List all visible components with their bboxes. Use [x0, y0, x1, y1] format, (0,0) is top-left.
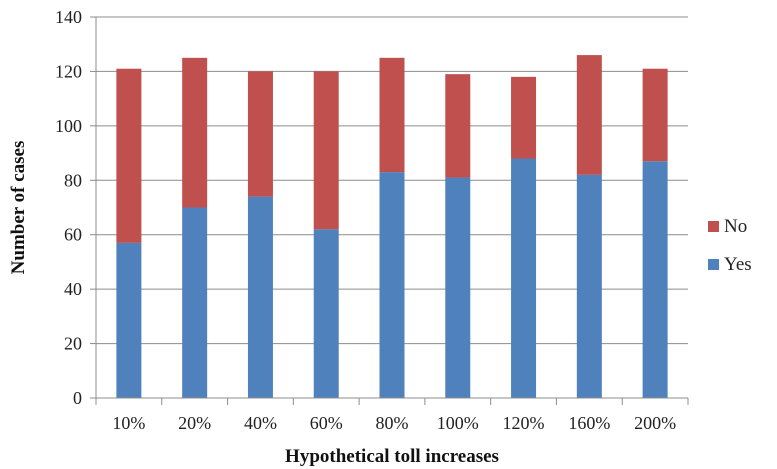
x-axis-title: Hypothetical toll increases — [285, 446, 499, 467]
x-tick-label-120pct: 120% — [503, 413, 545, 433]
bar-yes-60pct — [313, 229, 339, 398]
x-tick-label-80pct: 80% — [376, 413, 409, 433]
y-tick-label-80: 80 — [64, 170, 82, 190]
bar-no-100pct — [445, 74, 471, 178]
x-tick-label-40pct: 40% — [244, 413, 277, 433]
y-tick-label-0: 0 — [73, 388, 82, 408]
x-tick-label-60pct: 60% — [310, 413, 343, 433]
bar-yes-100pct — [445, 177, 471, 398]
legend-swatch-no — [708, 221, 719, 232]
y-tick-label-120: 120 — [55, 61, 82, 81]
bar-no-60pct — [313, 71, 339, 230]
axes — [95, 17, 688, 399]
bar-yes-200pct — [642, 161, 668, 398]
legend-swatch-yes — [708, 259, 719, 270]
bar-no-120pct — [511, 76, 537, 159]
y-tick-label-40: 40 — [64, 279, 82, 299]
bar-no-10pct — [116, 68, 142, 243]
bar-yes-20pct — [182, 207, 208, 398]
y-axis-title: Number of cases — [8, 141, 29, 275]
bar-no-200pct — [642, 68, 668, 162]
bar-yes-10pct — [116, 242, 142, 398]
bar-yes-80pct — [379, 172, 405, 398]
bar-no-20pct — [182, 57, 208, 208]
x-tick-label-100pct: 100% — [437, 413, 479, 433]
y-tick-label-20: 20 — [64, 334, 82, 354]
bar-no-80pct — [379, 57, 405, 173]
legend-label-no: No — [724, 216, 747, 237]
x-tick-label-20pct: 20% — [178, 413, 211, 433]
bar-no-160pct — [576, 55, 602, 175]
bars — [116, 55, 668, 398]
y-tick-labels: 0 20 40 60 80 100 120 140 — [55, 7, 82, 408]
x-tick-labels: 10% 20% 40% 60% 80% 100% 120% 160% 200% — [95, 398, 689, 433]
y-tick-label-100: 100 — [55, 116, 82, 136]
x-tick-label-160pct: 160% — [568, 413, 610, 433]
y-tick-label-140: 140 — [55, 7, 82, 27]
y-tick-label-60: 60 — [64, 225, 82, 245]
bar-yes-160pct — [576, 174, 602, 398]
x-tick-label-10pct: 10% — [112, 413, 145, 433]
legend-label-yes: Yes — [724, 254, 752, 275]
bar-yes-120pct — [511, 158, 537, 398]
legend: No Yes — [708, 216, 752, 275]
bar-no-40pct — [247, 71, 273, 197]
bar-yes-40pct — [247, 196, 273, 398]
x-tick-label-200pct: 200% — [634, 413, 676, 433]
